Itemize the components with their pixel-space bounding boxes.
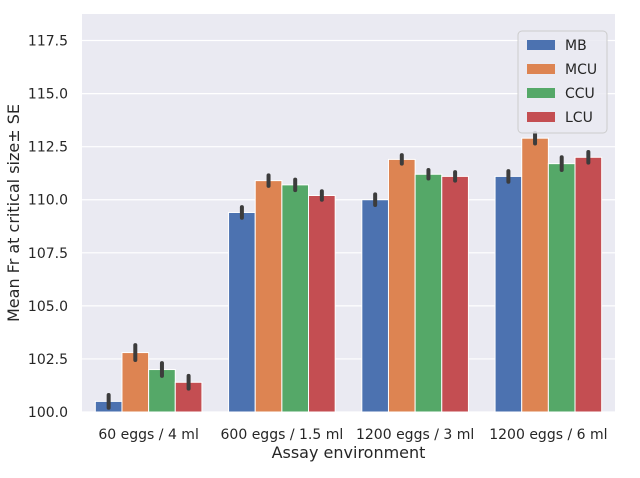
y-tick-label: 107.5: [28, 246, 68, 262]
bar-lcu: [308, 194, 336, 413]
legend-swatch-mb: [527, 40, 555, 50]
bar-mcu: [387, 158, 416, 413]
bar-mb: [494, 175, 523, 413]
bar-lcu: [174, 381, 203, 413]
legend: MB MCU CCU LCU: [517, 30, 608, 134]
bar-ccu: [547, 163, 576, 413]
y-tick-label: 117.5: [28, 34, 68, 50]
legend-swatch-mcu: [527, 64, 555, 74]
bar-mb: [361, 199, 389, 413]
y-tick-label: 102.5: [28, 352, 68, 368]
y-tick-label: 110.0: [28, 193, 68, 209]
legend-label: MB: [565, 38, 587, 54]
legend-swatch-lcu: [527, 112, 555, 122]
bar-lcu: [574, 156, 603, 413]
legend-label: MCU: [565, 62, 597, 78]
bar-ccu: [281, 184, 310, 413]
legend-label: LCU: [565, 110, 593, 126]
x-tick-label: 1200 eggs / 6 ml: [489, 427, 607, 443]
x-tick-label: 600 eggs / 1.5 ml: [221, 427, 344, 443]
y-tick-label: 115.0: [28, 87, 68, 103]
bar-ccu: [414, 173, 443, 413]
x-tick-labels: 60 eggs / 4 ml 600 eggs / 1.5 ml 1200 eggs…: [98, 427, 607, 443]
x-axis-label: Assay environment: [272, 443, 426, 462]
bar-mcu: [254, 180, 283, 413]
error-bars: [106, 130, 591, 410]
legend-swatch-ccu: [527, 88, 555, 98]
y-tick-label: 100.0: [28, 405, 68, 421]
legend-box: [517, 30, 608, 134]
bar-lcu: [441, 175, 469, 413]
y-tick-label: 112.5: [28, 140, 68, 156]
y-tick-labels: 100.0 102.5 105.0 107.5 110.0 112.5 115.0 117.5: [28, 34, 68, 421]
bar-mb: [228, 211, 256, 413]
bar-mcu: [521, 137, 549, 413]
x-tick-label: 1200 eggs / 3 ml: [356, 427, 474, 443]
legend-label: CCU: [565, 86, 595, 102]
x-tick-label: 60 eggs / 4 ml: [98, 427, 198, 443]
y-axis-label: Mean Fr at critical size± SE: [4, 104, 23, 322]
y-tick-label: 105.0: [28, 299, 68, 315]
